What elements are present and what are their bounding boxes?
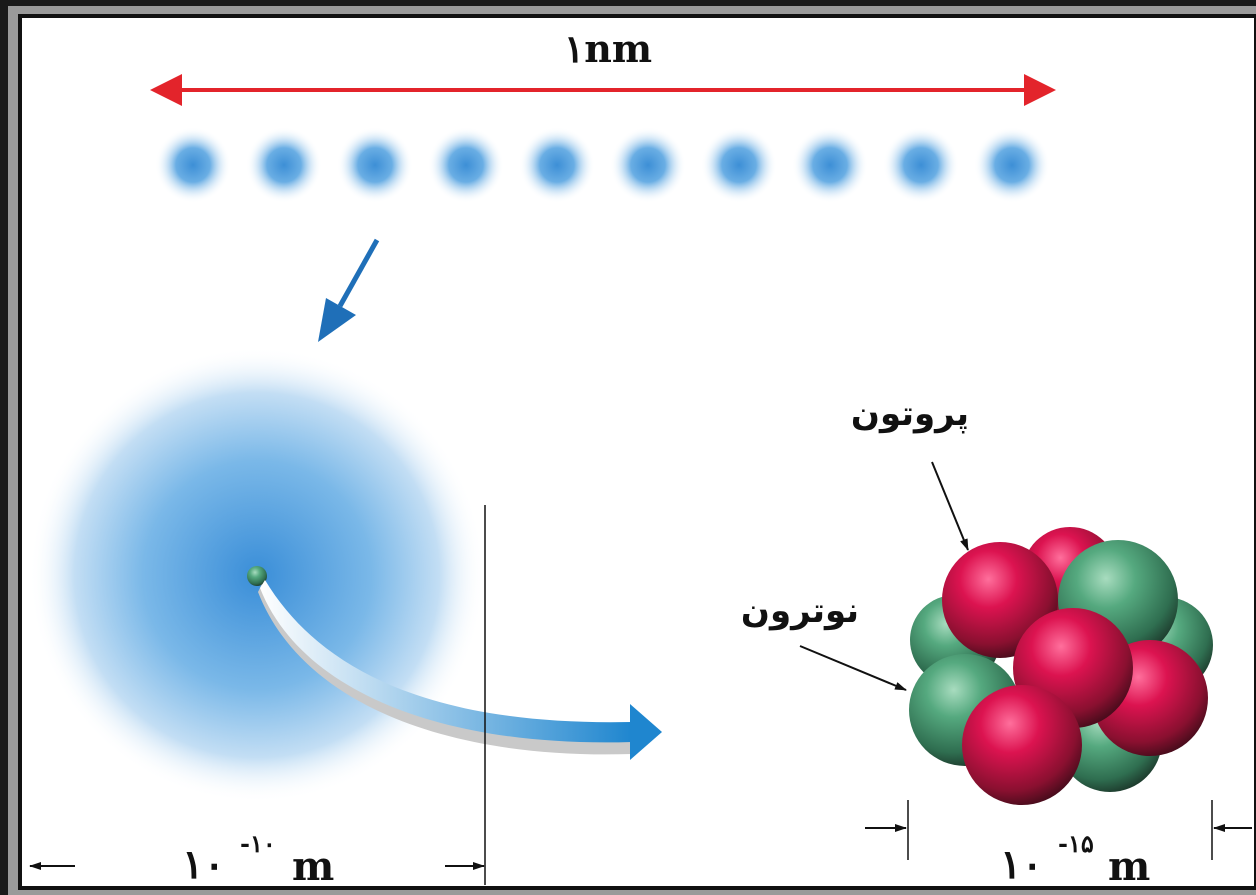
atom-dot [883, 127, 959, 203]
atom-dot [974, 127, 1050, 203]
atom-dot [519, 127, 595, 203]
atom-dot [246, 127, 322, 203]
size-unit: m [1108, 843, 1150, 890]
atom-dot [428, 127, 504, 203]
diagram: ۱nm ۱۰ -۱۰ m [0, 0, 1256, 895]
size-exponent: -۱۵ [1058, 829, 1094, 858]
size-base: ۱۰ [182, 841, 225, 888]
size-exponent: -۱۰ [240, 829, 276, 858]
size-unit: m [292, 843, 334, 890]
size-base: ۱۰ [1000, 841, 1043, 888]
atom-dot [155, 127, 231, 203]
neutron-label: نوترون [741, 591, 859, 631]
atom-dot [337, 127, 413, 203]
scale-label: ۱nm [564, 26, 652, 71]
proton-label: پروتون [851, 394, 969, 434]
proton [962, 685, 1082, 805]
atom-dot [792, 127, 868, 203]
atom-dot [701, 127, 777, 203]
atom-dot [610, 127, 686, 203]
